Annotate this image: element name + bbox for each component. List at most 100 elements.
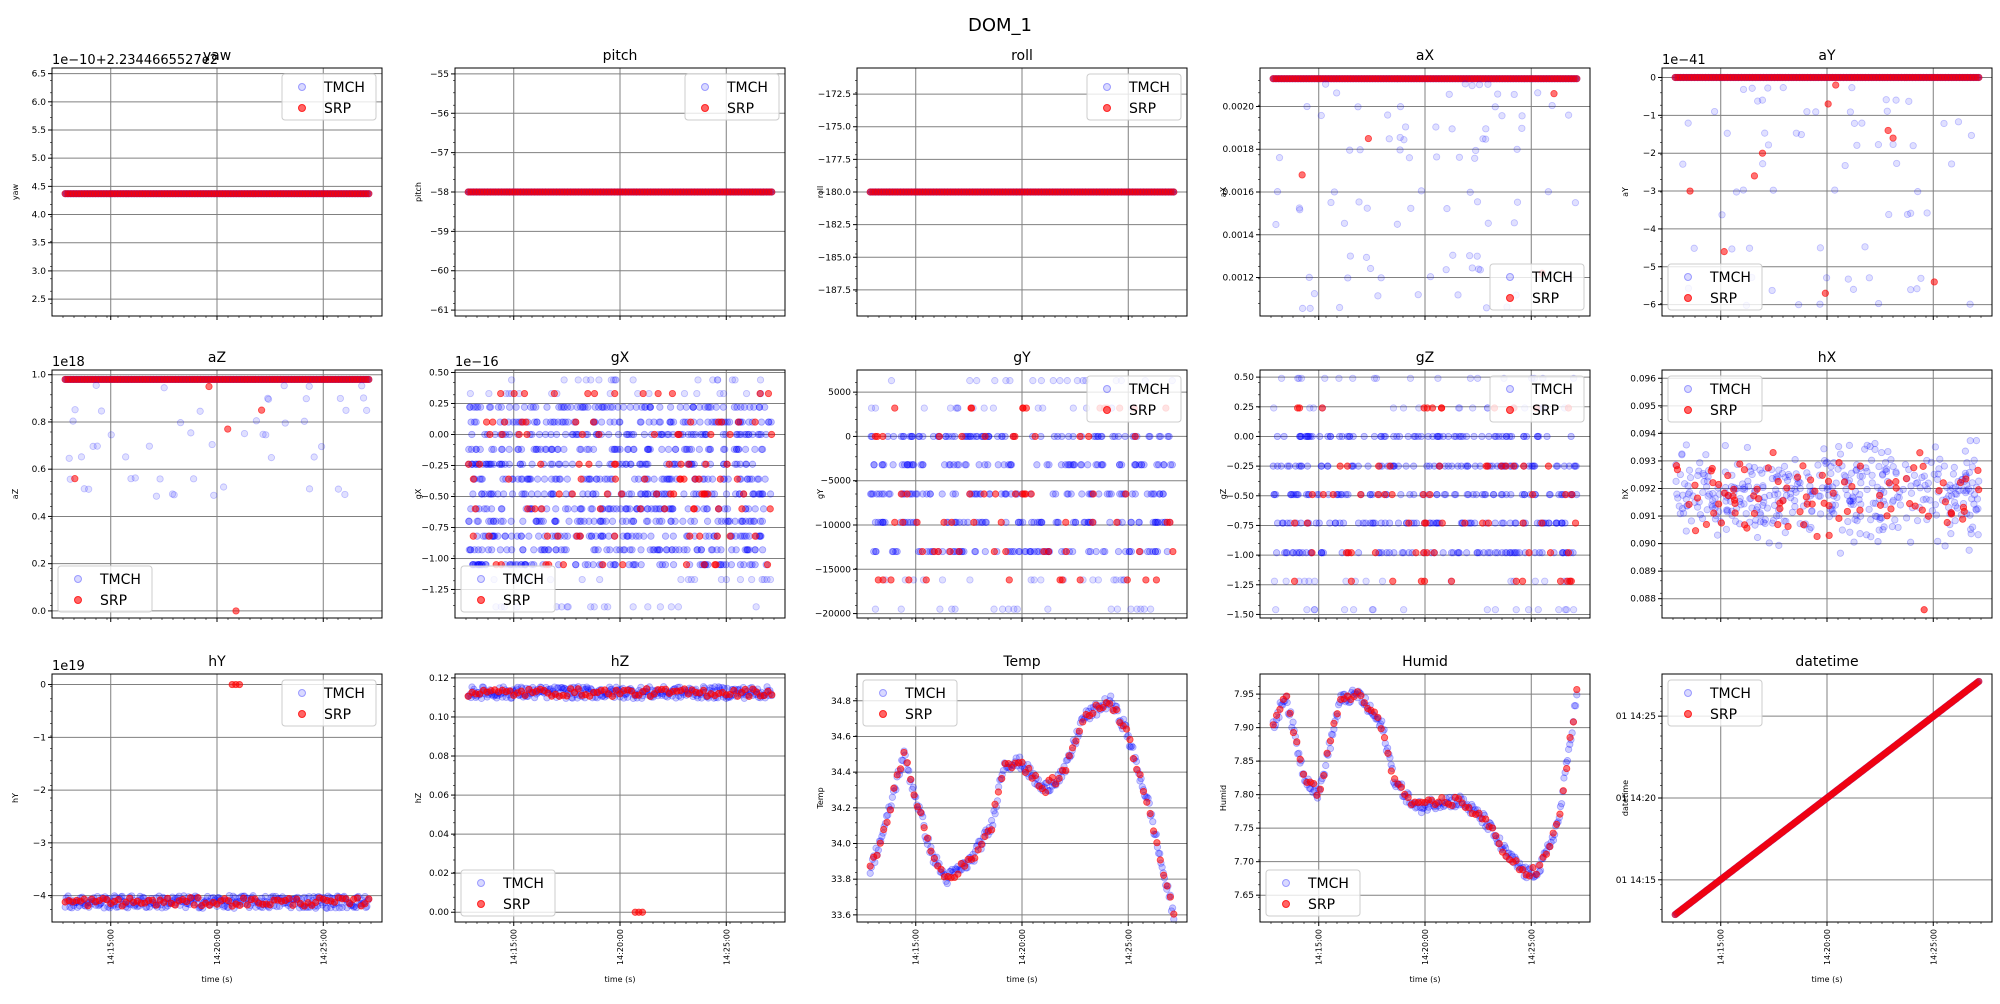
srp-point (1751, 493, 1757, 499)
tmch-point (645, 604, 651, 610)
y-tick-label: −10000 (815, 521, 851, 531)
tmch-point (132, 475, 138, 481)
srp-point (892, 405, 898, 411)
y-tick-label: 6.5 (32, 70, 46, 80)
tmch-point (1147, 606, 1153, 612)
srp-point (472, 506, 478, 512)
tmch-point (1115, 548, 1121, 554)
srp-point (1975, 486, 1981, 492)
tmch-point (745, 431, 751, 437)
srp-point (1545, 463, 1551, 469)
tmch-point (1336, 304, 1342, 310)
tmch-point (550, 491, 556, 497)
tmch-point (758, 419, 764, 425)
srp-point (1775, 478, 1781, 484)
srp-point (1741, 467, 1747, 473)
tmch-point (1556, 606, 1562, 612)
tmch-point (961, 519, 967, 525)
srp-point (739, 506, 745, 512)
tmch-point (633, 404, 639, 410)
srp-point (1309, 550, 1315, 556)
tmch-point (1513, 606, 1519, 612)
y-axis-label: roll (816, 186, 825, 198)
y-tick-label: −182.5 (818, 221, 851, 231)
tmch-point (647, 404, 653, 410)
tmch-point (1284, 463, 1290, 469)
srp-point (1563, 491, 1569, 497)
srp-point (717, 476, 723, 482)
tmch-point (1297, 433, 1303, 439)
srp-point (1344, 463, 1350, 469)
srp-point (1917, 450, 1923, 456)
tmch-point (888, 377, 894, 383)
tmch-point (630, 561, 636, 567)
tmch-point (613, 377, 619, 383)
tmch-point (1866, 506, 1872, 512)
legend-label: SRP (1129, 101, 1156, 117)
tmch-point (1570, 606, 1576, 612)
tmch-point (1450, 252, 1456, 258)
tmch-point (1878, 449, 1884, 455)
tmch-point (737, 561, 743, 567)
tmch-point (1779, 470, 1785, 476)
srp-point (906, 577, 912, 583)
tmch-point (1927, 497, 1933, 503)
srp-point (968, 405, 974, 411)
tmch-point (681, 491, 687, 497)
srp-point (1389, 491, 1395, 497)
tmch-point (1003, 377, 1009, 383)
tmch-point (613, 547, 619, 553)
srp-point (1961, 508, 1967, 514)
tmch-point (534, 419, 540, 425)
tmch-point (1112, 433, 1118, 439)
srp-point (366, 190, 372, 196)
tmch-point (1770, 187, 1776, 193)
tmch-point (1408, 205, 1414, 211)
tmch-point (1964, 482, 1970, 488)
tmch-point (647, 446, 653, 452)
tmch-point (495, 491, 501, 497)
tmch-point (268, 454, 274, 460)
tmch-point (306, 383, 312, 389)
srp-point (712, 561, 718, 567)
tmch-point (1924, 210, 1930, 216)
y-tick-label: 5000 (828, 388, 851, 398)
y-tick-label: 0.0012 (1223, 274, 1255, 284)
tmch-point (598, 419, 604, 425)
srp-point (1931, 279, 1937, 285)
y-tick-label: 0.096 (1630, 374, 1656, 384)
tmch-point (1882, 467, 1888, 473)
tmch-point (1284, 520, 1290, 526)
tmch-point (630, 604, 636, 610)
tmch-point (1485, 81, 1491, 87)
tmch-point (1545, 189, 1551, 195)
srp-point (1687, 188, 1693, 194)
tmch-point (1095, 433, 1101, 439)
srp-point (1794, 474, 1800, 480)
srp-point (727, 533, 733, 539)
tmch-point (1733, 189, 1739, 195)
srp-point (1710, 479, 1716, 485)
srp-point (1090, 491, 1096, 497)
tmch-point (1874, 513, 1880, 519)
tmch-point (177, 419, 183, 425)
srp-point (1836, 459, 1842, 465)
tmch-point (1687, 474, 1693, 480)
tmch-point (1155, 519, 1161, 525)
srp-point (919, 548, 925, 554)
srp-point (1911, 465, 1917, 471)
tmch-point (265, 395, 271, 401)
tmch-point (586, 476, 592, 482)
tmch-point (1746, 245, 1752, 251)
tmch-point (1476, 550, 1482, 556)
tmch-point (1482, 136, 1488, 142)
legend-marker (1685, 295, 1692, 302)
tmch-point (1304, 463, 1310, 469)
offset-text: 1e−16 (455, 355, 499, 370)
y-tick-label: 1.0 (32, 371, 47, 381)
tmch-point (241, 430, 247, 436)
srp-point (578, 476, 584, 482)
y-tick-label: −5000 (821, 477, 852, 487)
tmch-point (1676, 503, 1682, 509)
tmch-point (1070, 405, 1076, 411)
